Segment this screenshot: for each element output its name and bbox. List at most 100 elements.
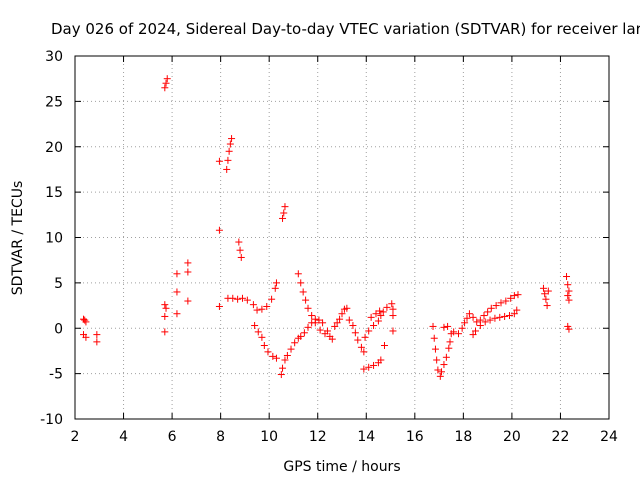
data-point	[215, 157, 223, 165]
data-point	[294, 270, 302, 278]
data-point	[225, 147, 233, 155]
data-point	[440, 323, 448, 331]
data-point	[507, 294, 515, 302]
data-point	[316, 326, 324, 334]
data-point	[173, 288, 181, 296]
data-point	[236, 246, 244, 254]
data-point	[501, 312, 509, 320]
data-point	[254, 328, 262, 336]
data-point	[433, 356, 441, 364]
data-point	[345, 316, 353, 324]
data-point	[93, 331, 101, 339]
data-point	[328, 335, 336, 343]
data-point	[331, 322, 339, 330]
data-point	[492, 302, 500, 310]
data-point	[184, 297, 192, 305]
data-point	[436, 372, 444, 380]
data-point	[469, 331, 477, 339]
x-tick-label: 8	[216, 429, 225, 445]
data-point	[450, 328, 458, 336]
data-point	[351, 329, 359, 337]
data-point	[445, 344, 453, 352]
data-point	[465, 310, 473, 318]
data-point	[279, 214, 287, 222]
data-point	[377, 356, 385, 364]
data-point	[564, 292, 572, 300]
data-point	[430, 334, 438, 342]
data-point	[374, 317, 382, 325]
data-point	[302, 296, 310, 304]
data-point	[319, 319, 327, 327]
data-point	[291, 339, 299, 347]
data-point	[514, 291, 522, 299]
data-point	[361, 333, 369, 341]
data-point	[365, 363, 373, 371]
data-point	[269, 352, 277, 360]
y-tick-label: 20	[45, 140, 63, 156]
data-point	[431, 345, 439, 353]
data-point	[380, 341, 388, 349]
data-point	[93, 338, 101, 346]
data-point	[383, 303, 391, 311]
data-point	[539, 284, 547, 292]
data-point	[377, 312, 385, 320]
data-point	[480, 312, 488, 320]
data-point	[304, 323, 312, 331]
data-points	[79, 75, 573, 380]
data-point	[234, 295, 242, 303]
y-tick-label: 15	[45, 185, 63, 201]
data-point	[472, 327, 479, 335]
x-tick-label: 14	[357, 429, 375, 445]
data-point	[215, 302, 223, 310]
data-point	[281, 356, 289, 364]
data-point	[444, 322, 452, 330]
data-point	[280, 209, 288, 217]
data-point	[161, 328, 169, 336]
data-point	[184, 268, 192, 276]
x-tick-label: 18	[454, 429, 472, 445]
y-tick-label: 10	[45, 231, 63, 247]
data-point	[297, 279, 305, 287]
data-point	[357, 343, 365, 351]
y-tick-label: 25	[45, 94, 63, 110]
y-axis-label: SDTVAR / TECUs	[10, 181, 26, 296]
x-tick-label: 12	[309, 429, 327, 445]
data-point	[308, 312, 316, 320]
data-point	[161, 84, 169, 92]
data-point	[161, 301, 169, 309]
data-point	[82, 333, 90, 341]
data-point	[510, 310, 518, 318]
data-point	[502, 297, 510, 305]
data-point	[486, 316, 494, 324]
data-point	[429, 322, 437, 330]
data-point	[263, 302, 271, 310]
data-point	[161, 312, 169, 320]
data-point	[458, 324, 466, 332]
data-point	[367, 313, 375, 321]
data-point	[173, 270, 181, 278]
data-point	[565, 287, 573, 295]
data-point	[279, 364, 287, 372]
data-point	[272, 354, 280, 362]
data-point	[311, 319, 319, 327]
data-point	[455, 330, 463, 338]
data-point	[258, 333, 266, 341]
data-point	[268, 295, 276, 303]
data-point	[323, 327, 331, 335]
data-point	[389, 312, 397, 320]
data-point	[463, 314, 471, 322]
data-point	[253, 306, 261, 314]
data-point	[565, 325, 573, 333]
data-point	[487, 304, 495, 312]
data-point	[564, 281, 572, 289]
data-point	[260, 341, 268, 349]
data-point	[258, 305, 266, 313]
data-point	[163, 75, 171, 83]
x-tick-label: 16	[406, 429, 424, 445]
x-tick-label: 24	[600, 429, 618, 445]
y-tick-label: 30	[45, 49, 63, 65]
data-point	[229, 294, 237, 302]
data-point	[249, 301, 257, 309]
